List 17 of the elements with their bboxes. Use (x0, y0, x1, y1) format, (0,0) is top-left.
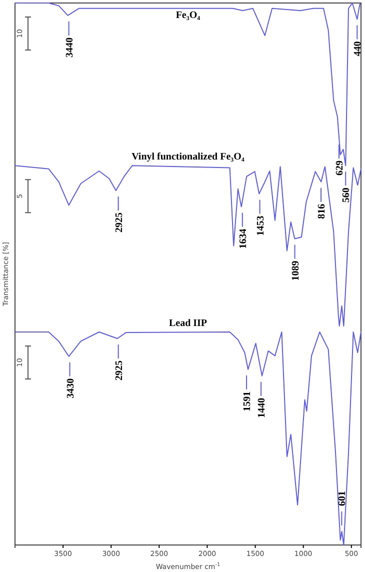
annotation: 816 (316, 204, 328, 219)
annotation: 2925 (114, 212, 125, 233)
annotation: 1591 (242, 391, 254, 412)
series-label: Vinyl functionalized Fe₃O₄ (132, 152, 244, 163)
annotation: 1453 (255, 216, 266, 236)
annotation: 3430 (65, 378, 76, 398)
annotation: 1634 (238, 228, 249, 249)
annotation: 3440 (64, 37, 76, 58)
annotation: 601 (337, 490, 348, 506)
annotation: 440 (352, 41, 364, 56)
series-label: Lead IIP (168, 318, 208, 329)
annotation: 2925 (114, 360, 125, 380)
annotation: 629 (334, 160, 346, 176)
series-label: Fe₃O₄ (176, 10, 200, 21)
annotation: 560 (341, 188, 352, 203)
annotation: 1440 (256, 398, 268, 418)
annotation: 1089 (290, 260, 302, 281)
